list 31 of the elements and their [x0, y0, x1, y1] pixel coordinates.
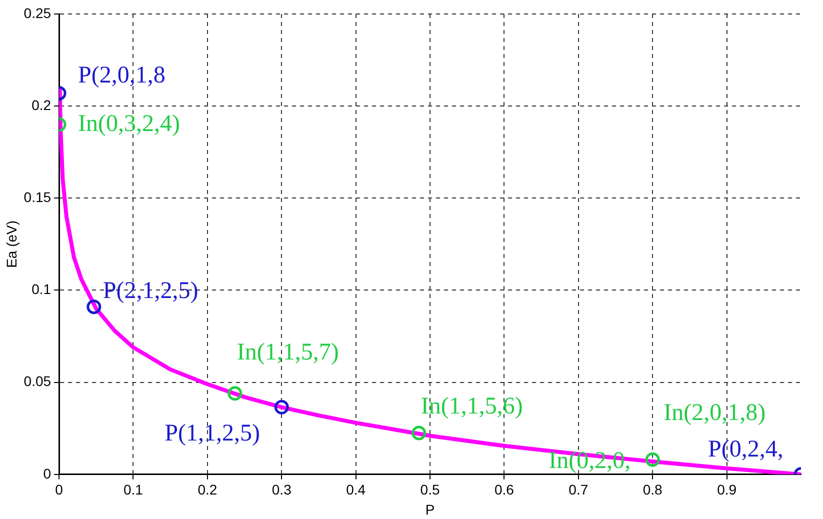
- annotation: P(2,0,1,8: [78, 62, 166, 88]
- point: [86, 300, 102, 314]
- annotation: P(2,1,2,5): [102, 278, 198, 304]
- annotation: In(1,1,5,7): [236, 340, 339, 366]
- annotation: In(0,3,2,4): [78, 110, 180, 137]
- y-tick-label: 0.05: [24, 373, 52, 390]
- x-tick-label: 0.5: [420, 482, 440, 498]
- x-tick-label: 0.1: [124, 482, 144, 498]
- x-tick-label: 0.8: [642, 482, 663, 498]
- point: [645, 452, 660, 467]
- y-tick-label: 0.1: [32, 281, 52, 298]
- annotation: P(1,1,2,5): [164, 420, 260, 446]
- y-tick-label: 0.25: [24, 4, 52, 21]
- x-axis-title: P: [425, 501, 435, 518]
- annotation: P(0,2,4,: [708, 436, 784, 463]
- point: [412, 426, 426, 440]
- x-tick-label: 0: [55, 482, 64, 498]
- x-tick-label: 0.4: [346, 482, 366, 498]
- x-tick-label: 0.7: [568, 482, 588, 498]
- point: [228, 386, 242, 401]
- y-tick-label: 0.15: [24, 189, 52, 206]
- annotation: In(2,0,1,8): [664, 400, 766, 426]
- point: [274, 400, 289, 414]
- y-tick-label: 0.2: [32, 96, 52, 113]
- x-tick-label: 0.6: [494, 482, 514, 498]
- y-tick-label: 0: [43, 465, 52, 482]
- x-tick-label: 0.2: [198, 482, 218, 498]
- annotation: In(1,1,5,6): [420, 393, 523, 420]
- x-tick-label: 0.9: [717, 482, 737, 498]
- x-tick-label: 0.3: [272, 482, 292, 498]
- y-axis-title: Ea (eV): [3, 220, 20, 268]
